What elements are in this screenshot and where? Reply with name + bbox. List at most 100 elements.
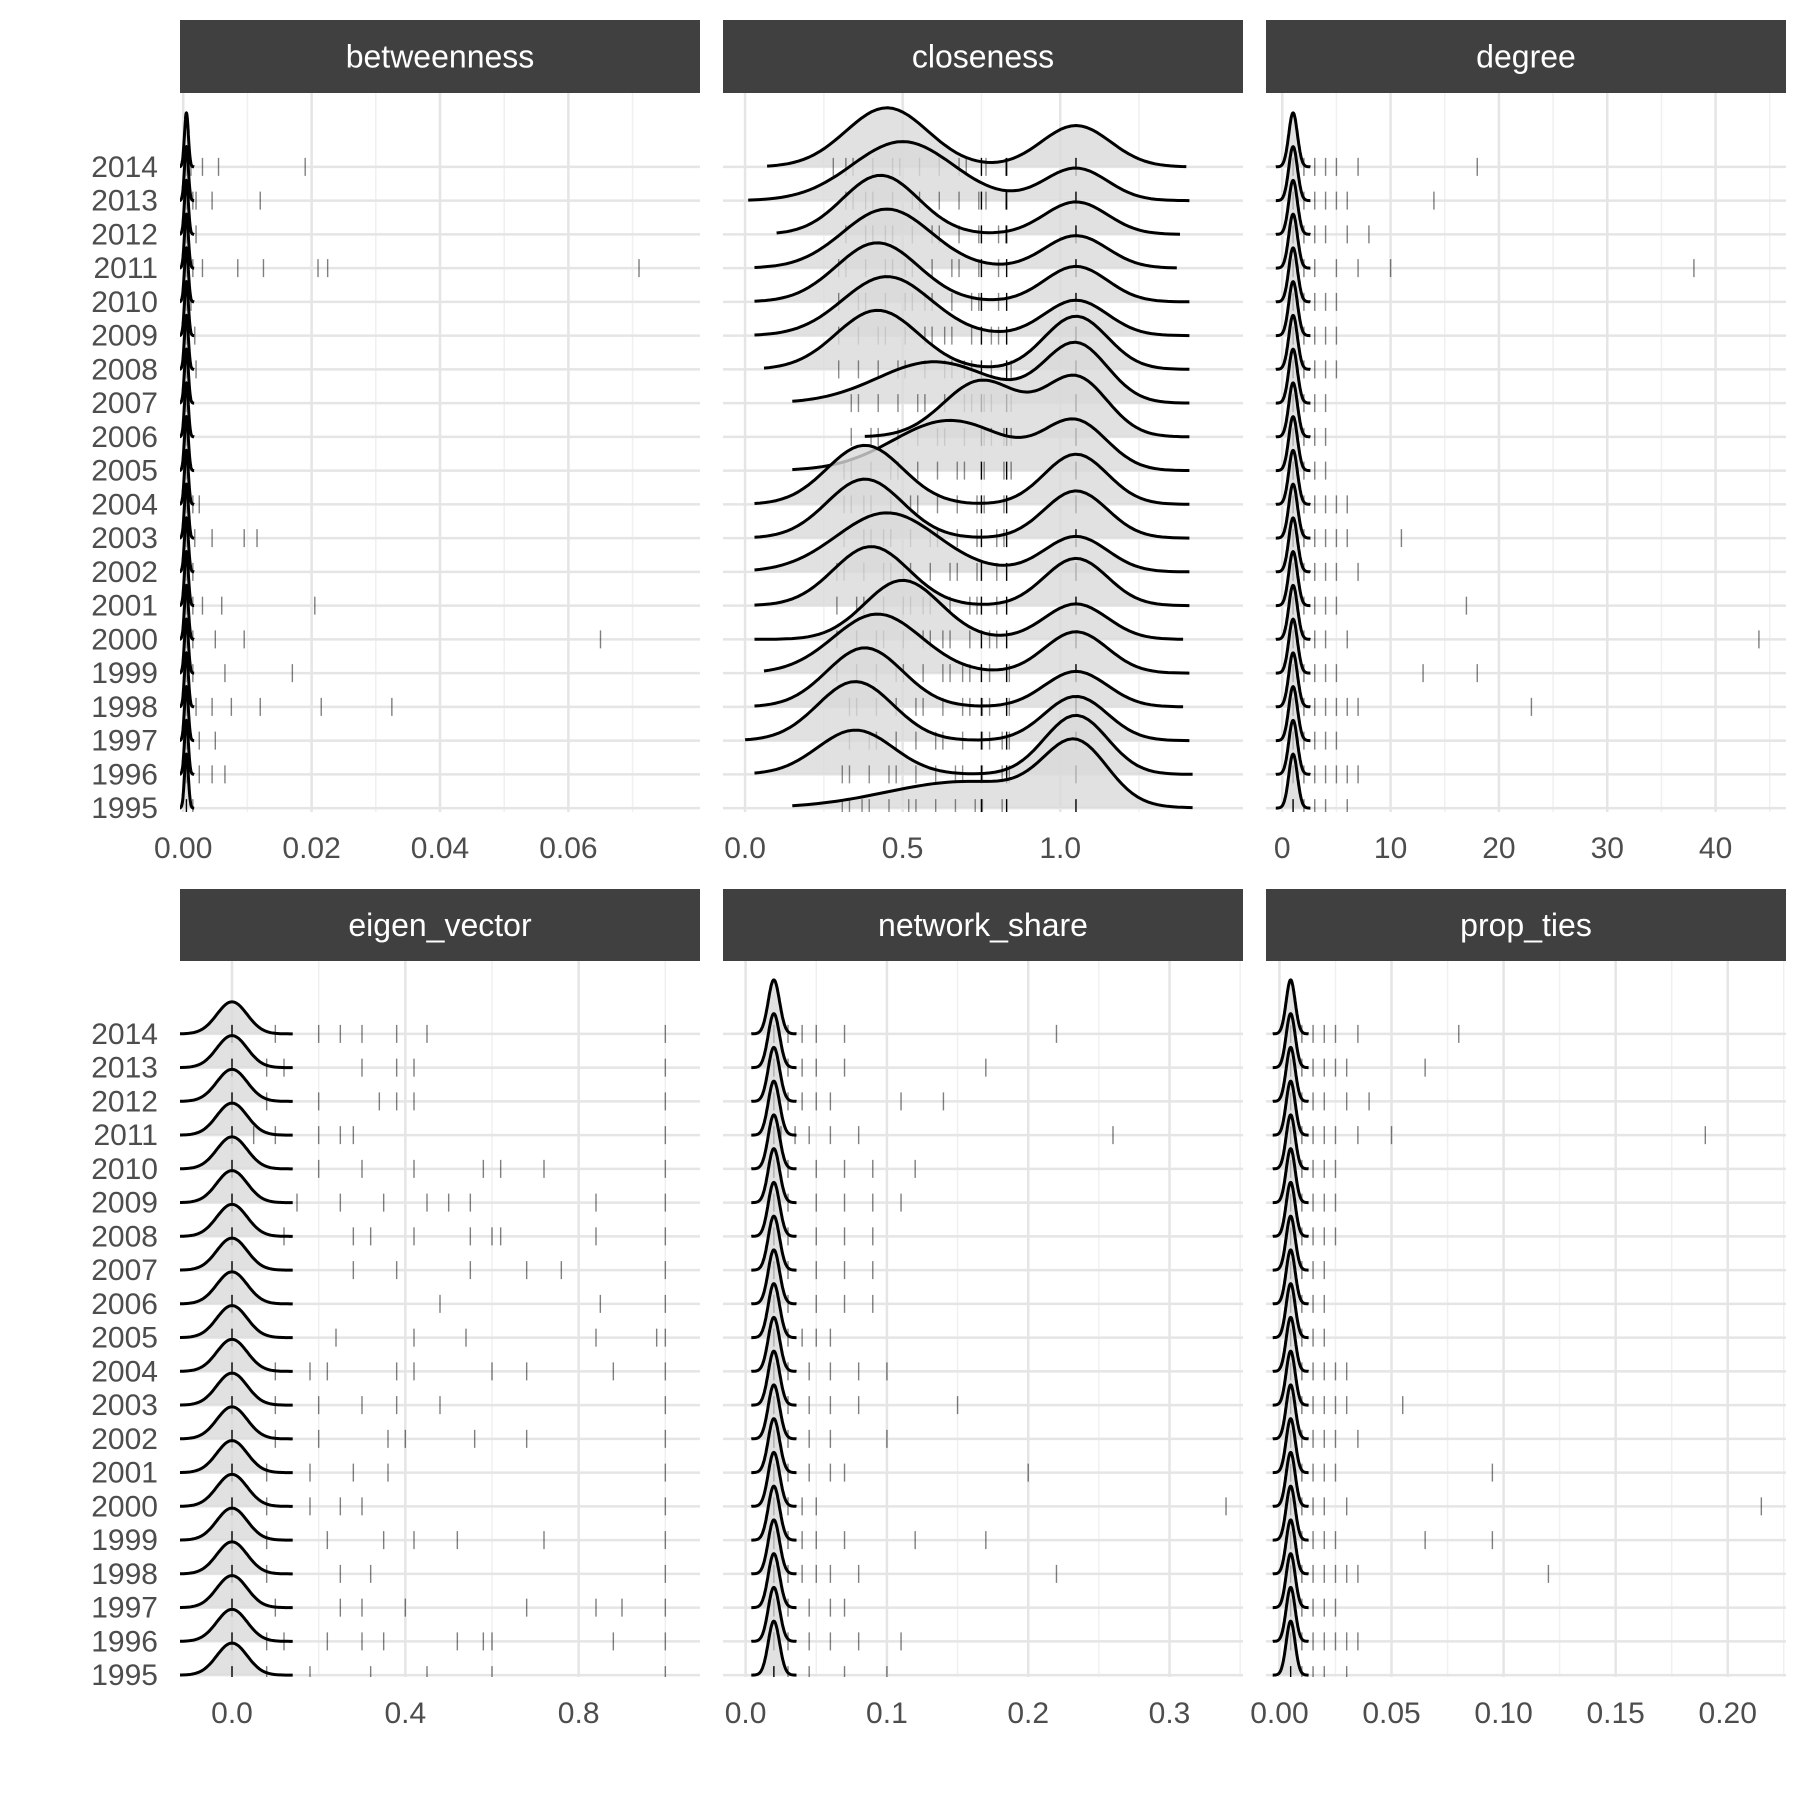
- ridge-line-2010: [1271, 1113, 1310, 1171]
- ridge-line-2009: [180, 280, 196, 338]
- strip-label-prop_ties: prop_ties: [1460, 907, 1592, 943]
- ridge-line-2012: [776, 173, 1181, 236]
- ridge-line-2013: [1271, 1012, 1310, 1070]
- y-tick-label: 2012: [91, 218, 158, 251]
- ridge-area-2008: [1272, 1182, 1309, 1237]
- y-tick-label: 2011: [93, 1119, 158, 1152]
- ridge-line-1999: [1271, 1484, 1310, 1542]
- ridge-line-2007: [792, 340, 1190, 405]
- ridge-area-2002: [751, 1384, 797, 1439]
- ridge-line-2002: [754, 511, 1190, 574]
- y-tick-label: 2013: [91, 1052, 158, 1085]
- ridges-network_share: [750, 978, 1227, 1677]
- x-tick-label: 0.10: [1474, 1697, 1532, 1730]
- ridge-line-2013: [748, 140, 1190, 203]
- y-tick-label: 2005: [91, 1322, 158, 1355]
- ridge-area-2010: [751, 1114, 797, 1169]
- ridge-line-1996: [180, 718, 196, 776]
- ridge-line-2014: [180, 111, 196, 169]
- ridge-line-2005: [1274, 415, 1312, 473]
- ridge-area-2000: [751, 1452, 797, 1507]
- ridge-line-1999: [750, 1484, 798, 1542]
- ridge-area-1995: [1272, 1621, 1309, 1676]
- ridge-line-1999: [763, 612, 1190, 675]
- ridge-line-2006: [180, 1270, 293, 1306]
- ridge-area-2012: [1275, 180, 1311, 235]
- x-tick-label: 40: [1699, 832, 1732, 865]
- ridge-area-2010: [1275, 247, 1311, 302]
- ridge-line-2008: [1274, 313, 1312, 371]
- ridge-line-2004: [750, 1315, 798, 1373]
- ridge-line-2008: [750, 1180, 798, 1238]
- ridge-area-1997: [1275, 686, 1311, 741]
- ridge-area-2006: [1272, 1249, 1309, 1304]
- ridge-line-2014: [750, 978, 798, 1036]
- strip-network_share: [723, 889, 1243, 961]
- y-tick-label: 2008: [91, 353, 158, 386]
- y-tick-label: 2002: [91, 556, 158, 589]
- ridge-line-2013: [180, 1034, 293, 1070]
- strip-label-betweenness: betweenness: [346, 39, 535, 75]
- strip-label-eigen_vector: eigen_vector: [348, 907, 532, 943]
- ridge-area-2003: [1272, 1351, 1309, 1406]
- ridge-line-1998: [754, 646, 1184, 709]
- x-tick-label: 10: [1374, 832, 1407, 865]
- x-tick-label: 0.05: [1362, 1697, 1420, 1730]
- ridge-line-2013: [750, 1012, 798, 1070]
- ridge-area-2014: [751, 979, 797, 1034]
- y-tick-label: 1997: [91, 725, 158, 758]
- ridge-line-2011: [754, 207, 1177, 270]
- y-tick-label: 2004: [91, 488, 158, 521]
- ridge-line-2004: [754, 443, 1190, 506]
- ridge-line-2001: [180, 550, 196, 608]
- ridge-area-2006: [751, 1249, 797, 1304]
- ridge-line-1996: [750, 1585, 798, 1643]
- x-tick-label: 0.4: [384, 1697, 426, 1730]
- ridge-area-2001: [1272, 1418, 1309, 1473]
- ridge-line-2014: [1274, 111, 1312, 169]
- strip-label-degree: degree: [1476, 39, 1576, 75]
- ridge-area-2005: [1272, 1283, 1309, 1338]
- ridge-line-1996: [180, 1607, 293, 1643]
- ridge-area-2001: [1275, 551, 1311, 606]
- ridge-area-1996: [751, 1587, 797, 1642]
- y-tick-label: 1995: [91, 1659, 158, 1692]
- y-tick-label: 2007: [91, 387, 158, 420]
- ridge-area-2004: [1272, 1317, 1309, 1372]
- x-tick-label: 0.20: [1699, 1697, 1757, 1730]
- ridge-line-2001: [1271, 1417, 1310, 1475]
- ridge-area-2003: [1275, 484, 1311, 539]
- ridge-line-2004: [1274, 448, 1312, 506]
- strip-eigen_vector: [180, 889, 700, 961]
- ridge-area-1998: [1272, 1519, 1309, 1574]
- y-tick-label: 2009: [91, 320, 158, 353]
- x-tick-label: 0.5: [882, 832, 924, 865]
- y-tick-label: 2004: [91, 1355, 158, 1388]
- ridge-area-2005: [1275, 416, 1311, 471]
- facet-closeness: closeness 0.0 0.5 1.0: [723, 20, 1243, 865]
- ridge-area-2001: [754, 546, 1190, 606]
- facet-network_share: network_share 0.0 0.1 0.2 0.3: [723, 889, 1243, 1730]
- ridge-line-2013: [1274, 145, 1312, 203]
- ridge-line-1997: [750, 1552, 798, 1610]
- ridge-area-1999: [1272, 1486, 1309, 1541]
- ridge-line-2004: [180, 1337, 293, 1373]
- ridge-line-1996: [1274, 718, 1312, 776]
- ridge-line-2005: [1271, 1282, 1310, 1340]
- ridge-line-1999: [180, 617, 196, 675]
- x-tick-label: 0.0: [725, 1697, 767, 1730]
- x-tick-label: 20: [1482, 832, 1515, 865]
- ridge-line-1999: [1274, 617, 1312, 675]
- ridge-area-2007: [751, 1216, 797, 1271]
- ridge-line-2009: [1274, 280, 1312, 338]
- ridge-area-2008: [1275, 315, 1311, 370]
- ridge-line-2003: [180, 482, 196, 540]
- ridge-line-2013: [180, 145, 196, 203]
- ridge-area-2009: [1275, 281, 1311, 336]
- ridge-line-1997: [1274, 685, 1312, 743]
- ridge-area-2001: [751, 1418, 797, 1473]
- ridge-area-1997: [751, 1553, 797, 1608]
- ridge-area-1999: [1275, 619, 1311, 674]
- ridge-line-1996: [1271, 1585, 1310, 1643]
